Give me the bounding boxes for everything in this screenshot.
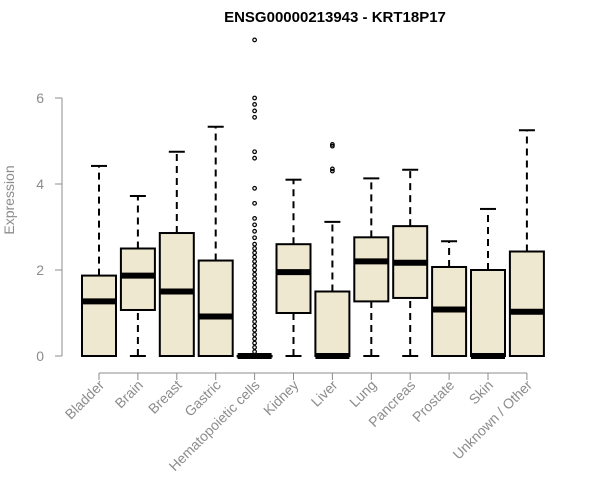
box-rect xyxy=(275,243,312,314)
box-2 xyxy=(119,195,156,357)
x-tick-label: Brain xyxy=(112,377,146,411)
box-rect xyxy=(158,232,195,358)
outlier-point xyxy=(252,306,258,312)
outlier-point xyxy=(252,349,258,355)
outlier-point xyxy=(252,222,258,228)
box-4 xyxy=(197,125,234,358)
outlier-point xyxy=(252,254,258,260)
outlier-point xyxy=(252,336,258,342)
box-rect xyxy=(353,236,390,303)
x-tick-label: Bladder xyxy=(62,377,108,423)
outlier-point xyxy=(252,289,258,294)
outlier-point xyxy=(330,168,335,174)
x-tick-label: Liver xyxy=(308,377,341,410)
outlier-point xyxy=(252,200,258,206)
boxes-group xyxy=(81,37,545,359)
outlier-point xyxy=(252,280,258,286)
box-rect xyxy=(508,250,545,357)
chart-title: ENSG00000213943 - KRT18P17 xyxy=(224,9,446,26)
outlier-point xyxy=(252,323,258,329)
outlier-point xyxy=(252,284,258,290)
outlier-point xyxy=(252,185,258,191)
outlier-point xyxy=(252,276,258,282)
outlier-point xyxy=(330,142,335,147)
outlier-point xyxy=(252,319,258,325)
y-axis: 0 2 4 6 xyxy=(36,90,63,364)
x-tick-label: Skin xyxy=(466,377,497,408)
x-tick-label: Kidney xyxy=(260,377,302,419)
y-tick-label: 4 xyxy=(36,176,44,192)
outlier-point xyxy=(252,267,258,273)
outlier-point xyxy=(252,259,258,264)
outlier-point xyxy=(252,241,258,247)
outlier-point xyxy=(252,246,258,251)
outlier-point xyxy=(252,114,258,120)
outlier-point xyxy=(252,155,258,161)
box-rect xyxy=(314,290,351,357)
box-rect xyxy=(81,274,117,357)
outlier-point xyxy=(330,166,335,172)
y-tick-label: 0 xyxy=(36,348,44,364)
outlier-point xyxy=(252,250,258,256)
outlier-point xyxy=(252,314,258,320)
box-rect xyxy=(119,247,156,311)
box-12 xyxy=(508,129,545,357)
outlier-point xyxy=(252,293,258,299)
box-11 xyxy=(470,207,506,359)
outlier-point xyxy=(252,340,258,346)
outlier-point xyxy=(252,95,258,101)
y-tick-label: 6 xyxy=(36,90,44,106)
box-rect xyxy=(470,269,506,357)
outlier-point xyxy=(330,143,335,149)
x-tick-label: Prostate xyxy=(409,377,457,425)
outlier-point xyxy=(252,302,258,307)
outlier-point xyxy=(252,37,258,43)
y-axis-label: Expression xyxy=(1,165,17,234)
box-8 xyxy=(353,177,390,357)
box-6 xyxy=(275,178,312,357)
outlier-point xyxy=(252,345,258,350)
outlier-point xyxy=(252,332,258,337)
box-3 xyxy=(158,150,195,358)
outlier-point xyxy=(252,108,258,114)
box-7 xyxy=(314,142,351,359)
outlier-point xyxy=(252,297,258,303)
box-1 xyxy=(81,164,117,357)
box-rect xyxy=(197,259,234,358)
outlier-point xyxy=(252,149,258,155)
outlier-point xyxy=(252,102,258,107)
outlier-point xyxy=(252,215,258,221)
y-tick-label: 2 xyxy=(36,262,44,278)
x-tick-label: Lung xyxy=(346,377,379,410)
outlier-point xyxy=(252,263,258,269)
outlier-point xyxy=(252,228,258,234)
outlier-point xyxy=(252,327,258,333)
box-10 xyxy=(431,240,468,357)
x-tick-label: Breast xyxy=(145,377,185,417)
outlier-point xyxy=(252,310,258,316)
outlier-point xyxy=(252,235,258,241)
outlier-point xyxy=(252,271,258,277)
box-9 xyxy=(392,168,429,357)
box-5 xyxy=(236,37,273,359)
